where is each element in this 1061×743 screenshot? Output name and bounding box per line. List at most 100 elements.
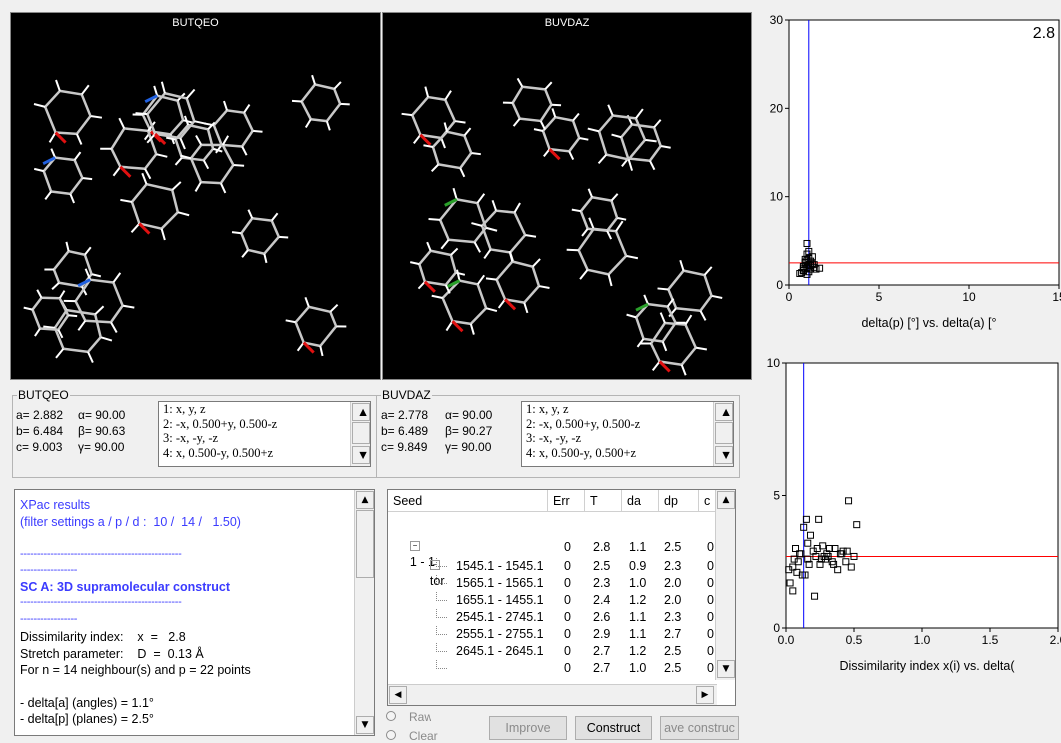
- table-scrollbar[interactable]: ▲ ▼: [715, 490, 735, 680]
- bond: [214, 125, 222, 145]
- symmetry-op[interactable]: 2: -x, 0.500+y, 0.500-z: [159, 417, 370, 432]
- scroll-up-icon[interactable]: ▲: [717, 491, 735, 509]
- cell-params-group-left: BUTQEO a= 2.882 α= 90.00 b= 6.484 β= 90.…: [12, 395, 377, 478]
- cell-err: 0: [564, 626, 571, 643]
- symmetry-op[interactable]: 2: -x, 0.500+y, 0.500-z: [522, 417, 733, 432]
- hydrogen-bond: [700, 311, 705, 321]
- molecule-viewer-left[interactable]: BUTQEO: [10, 12, 381, 380]
- hydrogen-bond: [113, 273, 120, 283]
- bond: [241, 218, 252, 233]
- hydrogen-bond: [658, 288, 669, 289]
- bond: [221, 165, 233, 183]
- cell-dp: 2.5: [664, 660, 681, 677]
- hydrogen-bond: [292, 101, 302, 102]
- scroll-right-icon[interactable]: ▶: [696, 686, 714, 704]
- scroll-down-icon[interactable]: ▼: [356, 716, 374, 734]
- plot-dissimilarity-vs-delta[interactable]: 0.00.51.01.52.00510Dissimilarity index x…: [760, 350, 1061, 690]
- cell-c: 0: [707, 575, 714, 592]
- bond: [296, 307, 309, 322]
- plot-delta-p-vs-delta-a[interactable]: 0510150102030delta(p) [°] vs. delta(a) […: [760, 5, 1061, 340]
- column-header-dp[interactable]: dp: [659, 490, 699, 512]
- tree-connector: [436, 643, 447, 652]
- scrollbar[interactable]: ▲ ▼: [350, 402, 370, 466]
- molecule-viewer-right[interactable]: BUVDAZ: [382, 12, 752, 380]
- scroll-thumb[interactable]: [715, 422, 733, 444]
- bond: [700, 296, 711, 311]
- hydrogen-bond: [233, 165, 244, 166]
- bond: [51, 192, 70, 194]
- symmetry-op[interactable]: 3: -x, -y, -z: [522, 431, 733, 446]
- scroll-thumb[interactable]: [356, 510, 374, 578]
- radio-raw[interactable]: [386, 711, 396, 721]
- bond: [63, 349, 88, 352]
- hydrogen-bond: [645, 140, 657, 141]
- symmetry-op[interactable]: 4: x, 0.500-y, 0.500+z: [159, 446, 370, 461]
- scroll-left-icon[interactable]: ◀: [389, 686, 407, 704]
- hydrogen-bond: [608, 105, 613, 116]
- scroll-up-icon[interactable]: ▲: [715, 403, 733, 421]
- scroll-thumb[interactable]: [352, 422, 370, 444]
- symmetry-op[interactable]: 3: -x, -y, -z: [159, 431, 370, 446]
- hydrogen-bond: [455, 121, 466, 123]
- hydrogen-bond: [113, 167, 120, 176]
- hydrogen-bond: [427, 242, 430, 251]
- save-construct-button[interactable]: ave construc: [660, 716, 739, 740]
- cell-seed: 1565.1 - 1565.1: [456, 575, 544, 592]
- hydrogen-bond: [70, 194, 74, 203]
- hydrogen-bond: [445, 91, 451, 100]
- results-tree-table[interactable]: Seed Err T da dp c ▲ ▼ − 1 - 1 − tor 0 2…: [387, 489, 736, 706]
- bond: [69, 251, 85, 255]
- bond: [172, 190, 178, 212]
- hydrogen-bond: [441, 240, 448, 249]
- horizontal-scrollbar[interactable]: ◀ ▶: [388, 684, 717, 705]
- scroll-down-icon[interactable]: ▼: [715, 446, 733, 464]
- construct-button[interactable]: Construct: [575, 716, 652, 740]
- hydrogen-bond: [34, 104, 45, 107]
- results-scrollbar[interactable]: ▲ ▼: [354, 490, 374, 735]
- hydrogen-bond: [37, 290, 41, 298]
- column-header-t[interactable]: T: [585, 490, 622, 512]
- x-axis-label: delta(p) [°] vs. delta(a) [°: [861, 316, 996, 330]
- hydrogen-bond: [327, 121, 330, 130]
- symmetry-list[interactable]: 1: x, y, z 2: -x, 0.500+y, 0.500-z 3: -x…: [521, 401, 734, 467]
- scroll-down-icon[interactable]: ▼: [717, 660, 735, 678]
- column-header-da[interactable]: da: [622, 490, 659, 512]
- symmetry-op[interactable]: 1: x, y, z: [522, 402, 733, 417]
- symmetry-op[interactable]: 1: x, y, z: [159, 402, 370, 417]
- cell-seed: 1545.1 - 1545.1: [456, 558, 544, 575]
- radio-clear[interactable]: [386, 730, 396, 740]
- column-header-seed[interactable]: Seed: [388, 490, 548, 512]
- bond: [447, 132, 464, 136]
- hydrogen-bond: [629, 159, 632, 170]
- bond: [651, 344, 660, 362]
- cell-c: 0: [707, 609, 714, 626]
- scroll-down-icon[interactable]: ▼: [352, 446, 370, 464]
- x-tick-label: 10: [962, 290, 976, 304]
- improve-button[interactable]: Improve: [489, 716, 567, 740]
- symmetry-list[interactable]: 1: x, y, z 2: -x, 0.500+y, 0.500-z 3: -x…: [158, 401, 371, 467]
- hydrogen-bond: [627, 315, 637, 318]
- tree-root[interactable]: − 1 - 1: [396, 520, 435, 537]
- bond: [636, 118, 645, 140]
- symmetry-op[interactable]: 4: x, 0.500-y, 0.500+z: [522, 446, 733, 461]
- scroll-up-icon[interactable]: ▲: [356, 491, 374, 509]
- hydrogen-bond: [305, 297, 308, 307]
- results-textbox[interactable]: XPac results (filter settings a / p / d …: [14, 489, 375, 736]
- scroll-up-icon[interactable]: ▲: [352, 403, 370, 421]
- hydrogen-bond: [410, 262, 419, 264]
- bond: [606, 155, 628, 160]
- column-header-err[interactable]: Err: [548, 490, 585, 512]
- scrollbar[interactable]: ▲ ▼: [713, 402, 733, 466]
- hydrogen-bond: [187, 90, 195, 99]
- construct-title: SC A: 3D supramolecular construct: [20, 580, 230, 594]
- tree-child[interactable]: − tor 0 2.8 1.1 2.5 0: [416, 539, 716, 556]
- bond: [264, 237, 278, 254]
- bond: [541, 105, 552, 121]
